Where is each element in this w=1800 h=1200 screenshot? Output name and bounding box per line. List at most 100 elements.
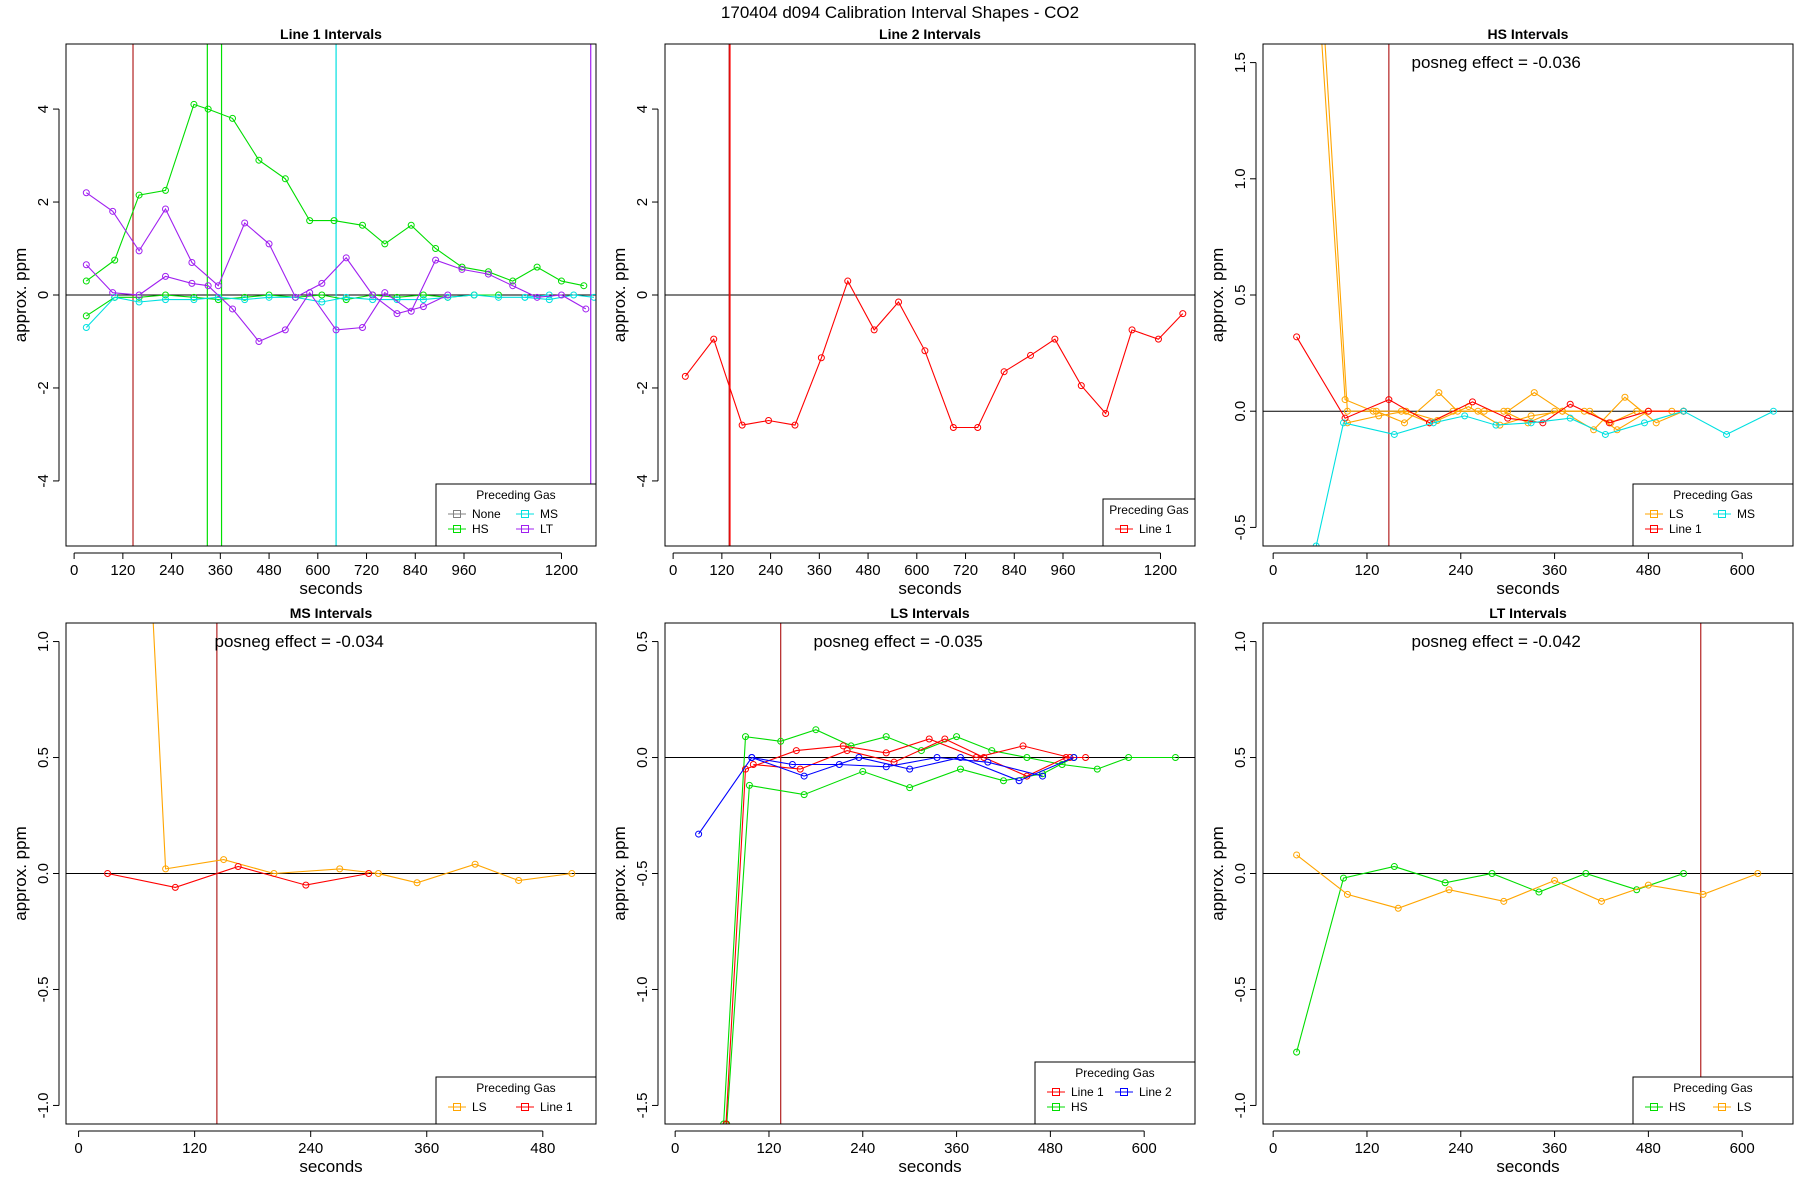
data-point: [135, 247, 143, 255]
series-line: [1347, 396, 1684, 431]
data-point: [1343, 407, 1351, 415]
data-point: [1480, 407, 1488, 415]
data-point: [1527, 412, 1535, 420]
data-point: [241, 293, 249, 301]
legend-entry: Line 1: [1139, 522, 1172, 536]
data-point: [681, 372, 689, 380]
y-tick-label: -0.5: [1232, 977, 1249, 1003]
data-point: [162, 205, 170, 213]
data-point: [336, 865, 344, 873]
data-point: [1492, 421, 1500, 429]
data-point: [1015, 777, 1023, 785]
plot-area: [66, 44, 596, 546]
y-tick-label: 0.0: [1232, 401, 1249, 422]
data-point: [190, 100, 198, 108]
data-point: [1093, 765, 1101, 773]
data-point: [847, 742, 855, 750]
data-point: [1530, 389, 1538, 397]
data-point: [150, 615, 156, 621]
data-point: [135, 291, 143, 299]
x-tick-label: 600: [904, 562, 929, 579]
legend-title: Preceding Gas: [1673, 1081, 1752, 1095]
data-point: [855, 754, 863, 762]
plot-frame: [65, 622, 597, 1125]
data-point: [906, 784, 914, 792]
data-point: [330, 217, 338, 225]
series-line: [1296, 854, 1758, 909]
x-tick-label: 240: [758, 562, 783, 579]
y-tick-label: 0.5: [1232, 747, 1249, 768]
data-point: [722, 1120, 730, 1124]
x-axis-label: seconds: [1496, 579, 1559, 598]
chart-panel: MS Intervals 0 120 240 360 480 seconds -1.0 -0.5…: [11, 605, 597, 1176]
data-point: [171, 883, 179, 891]
y-tick-label: 1.0: [1232, 168, 1249, 189]
x-tick-label: 240: [1448, 1140, 1473, 1157]
data-point: [568, 870, 576, 877]
legend-box: [1034, 1061, 1196, 1125]
legend-swatch-marker: [1718, 1103, 1726, 1111]
x-tick-label: 480: [257, 562, 282, 579]
data-point: [1082, 754, 1090, 762]
y-tick-label: 2: [634, 198, 651, 206]
data-point: [999, 777, 1007, 785]
data-point: [413, 879, 421, 887]
x-tick-label: 480: [1636, 1140, 1661, 1157]
chart-title: HS Intervals: [1488, 26, 1569, 42]
x-tick-label: 120: [756, 1140, 781, 1157]
data-point: [1341, 396, 1349, 404]
legend-box: [1632, 1076, 1794, 1125]
x-tick-label: 480: [856, 562, 881, 579]
y-tick-label: -2: [35, 381, 52, 394]
data-point: [557, 277, 565, 285]
y-tick-label: -1.0: [35, 1093, 52, 1119]
plot-frame: [664, 622, 1196, 1125]
data-point: [342, 293, 350, 301]
plot-frame: [1262, 43, 1794, 547]
data-point: [381, 289, 389, 297]
series-line: [85, 192, 449, 315]
data-point: [521, 293, 529, 301]
data-point: [895, 298, 903, 306]
legend-swatch-marker: [453, 1103, 461, 1111]
data-point: [1644, 881, 1652, 889]
data-point: [407, 221, 415, 229]
data-point: [545, 291, 553, 299]
data-point: [1454, 407, 1462, 415]
legend-entry: None: [472, 507, 501, 521]
plot-frame: [664, 43, 1196, 547]
data-point: [358, 324, 366, 332]
legend-title: Preceding Gas: [1109, 503, 1188, 517]
legend-entry: MS: [540, 507, 558, 521]
data-point: [407, 307, 415, 315]
legend-entry: HS: [1669, 1100, 1686, 1114]
y-axis-label: approx. ppm: [1208, 248, 1227, 343]
data-point: [882, 733, 890, 741]
data-point: [318, 298, 326, 306]
chart-title: LT Intervals: [1489, 605, 1567, 621]
data-point: [949, 423, 957, 431]
data-point: [1343, 890, 1351, 898]
data-point: [188, 258, 196, 266]
y-axis-label: approx. ppm: [610, 826, 629, 921]
data-point: [234, 863, 242, 871]
legend-swatch-marker: [1650, 1103, 1658, 1111]
data-point: [1504, 414, 1512, 422]
legend-swatch-marker: [1052, 1103, 1060, 1111]
data-point: [1154, 335, 1162, 343]
legend-swatch-marker: [521, 510, 529, 518]
data-point: [974, 423, 982, 431]
data-point: [109, 289, 117, 297]
data-point: [859, 767, 867, 775]
data-point: [1699, 890, 1707, 898]
data-point: [111, 293, 119, 301]
data-point: [255, 337, 263, 345]
data-point: [1400, 419, 1408, 427]
data-point: [1102, 410, 1110, 418]
y-tick-label: -4: [35, 474, 52, 487]
x-axis-label: seconds: [898, 1157, 961, 1176]
data-point: [1769, 407, 1777, 415]
data-point: [419, 296, 427, 304]
data-point: [1551, 876, 1559, 884]
